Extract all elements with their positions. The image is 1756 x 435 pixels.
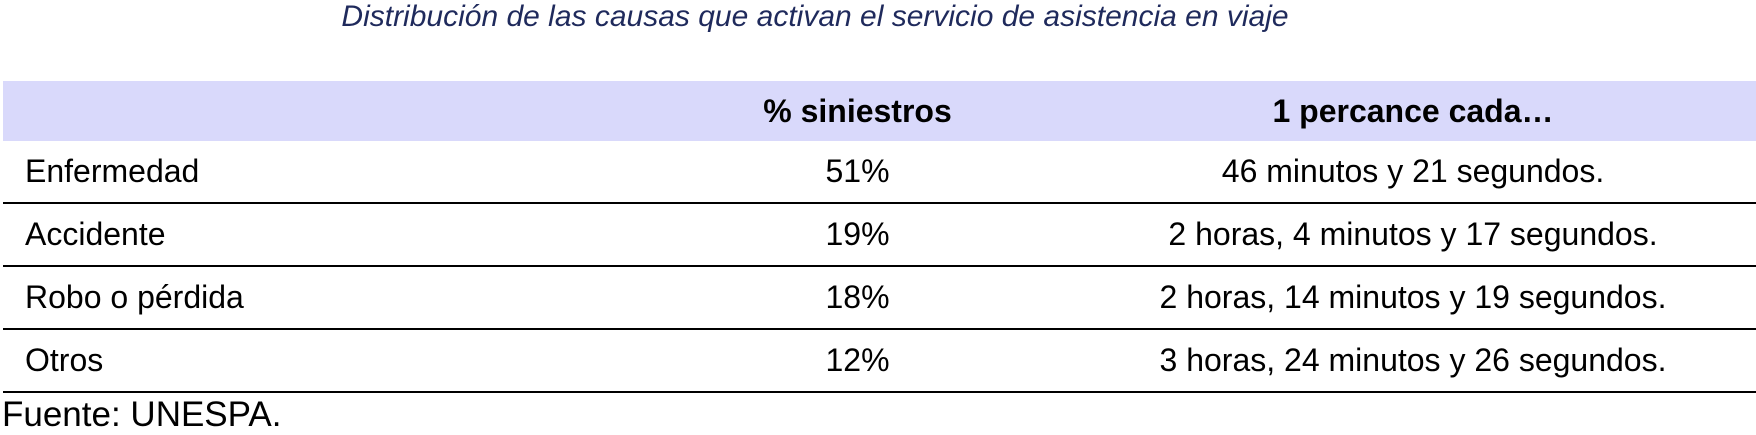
table-row: Enfermedad 51% 46 minutos y 21 segundos. xyxy=(3,141,1756,204)
header-row: % siniestros 1 percance cada… xyxy=(3,81,1756,141)
header-cell: % siniestros xyxy=(763,92,952,129)
table-cell: Accidente xyxy=(3,203,645,267)
table-cell: Robo o pérdida xyxy=(3,266,645,330)
header-cell xyxy=(3,81,645,141)
table-cell: Otros xyxy=(3,329,645,393)
table-cell: Enfermedad xyxy=(3,141,645,204)
table-cell: 18% xyxy=(645,266,1070,330)
table-cell: 3 horas, 24 minutos y 26 segundos. xyxy=(1070,329,1756,393)
table-cell: 2 horas, 4 minutos y 17 segundos. xyxy=(1070,203,1756,267)
header-cell: 1 percance cada… xyxy=(1272,92,1554,129)
source: Fuente: UNESPA. xyxy=(2,395,282,434)
title: Distribución de las causas que activan e… xyxy=(341,0,1289,33)
table-cell: 51% xyxy=(645,141,1070,204)
table-cell: 2 horas, 14 minutos y 19 segundos. xyxy=(1070,266,1756,330)
table: % siniestros 1 percance cada… Enfermedad… xyxy=(3,81,1756,393)
table-row: Accidente 19% 2 horas, 4 minutos y 17 segu… xyxy=(3,203,1756,267)
table-cell: 46 minutos y 21 segundos. xyxy=(1070,141,1756,204)
table-row: Robo o pérdida 18% 2 horas, 14 minutos y 1… xyxy=(3,266,1756,330)
table-cell: 12% xyxy=(645,329,1070,393)
table-cell: 19% xyxy=(645,203,1070,267)
table-row: Otros 12% 3 horas, 24 minutos y 26 segundo… xyxy=(3,329,1756,393)
